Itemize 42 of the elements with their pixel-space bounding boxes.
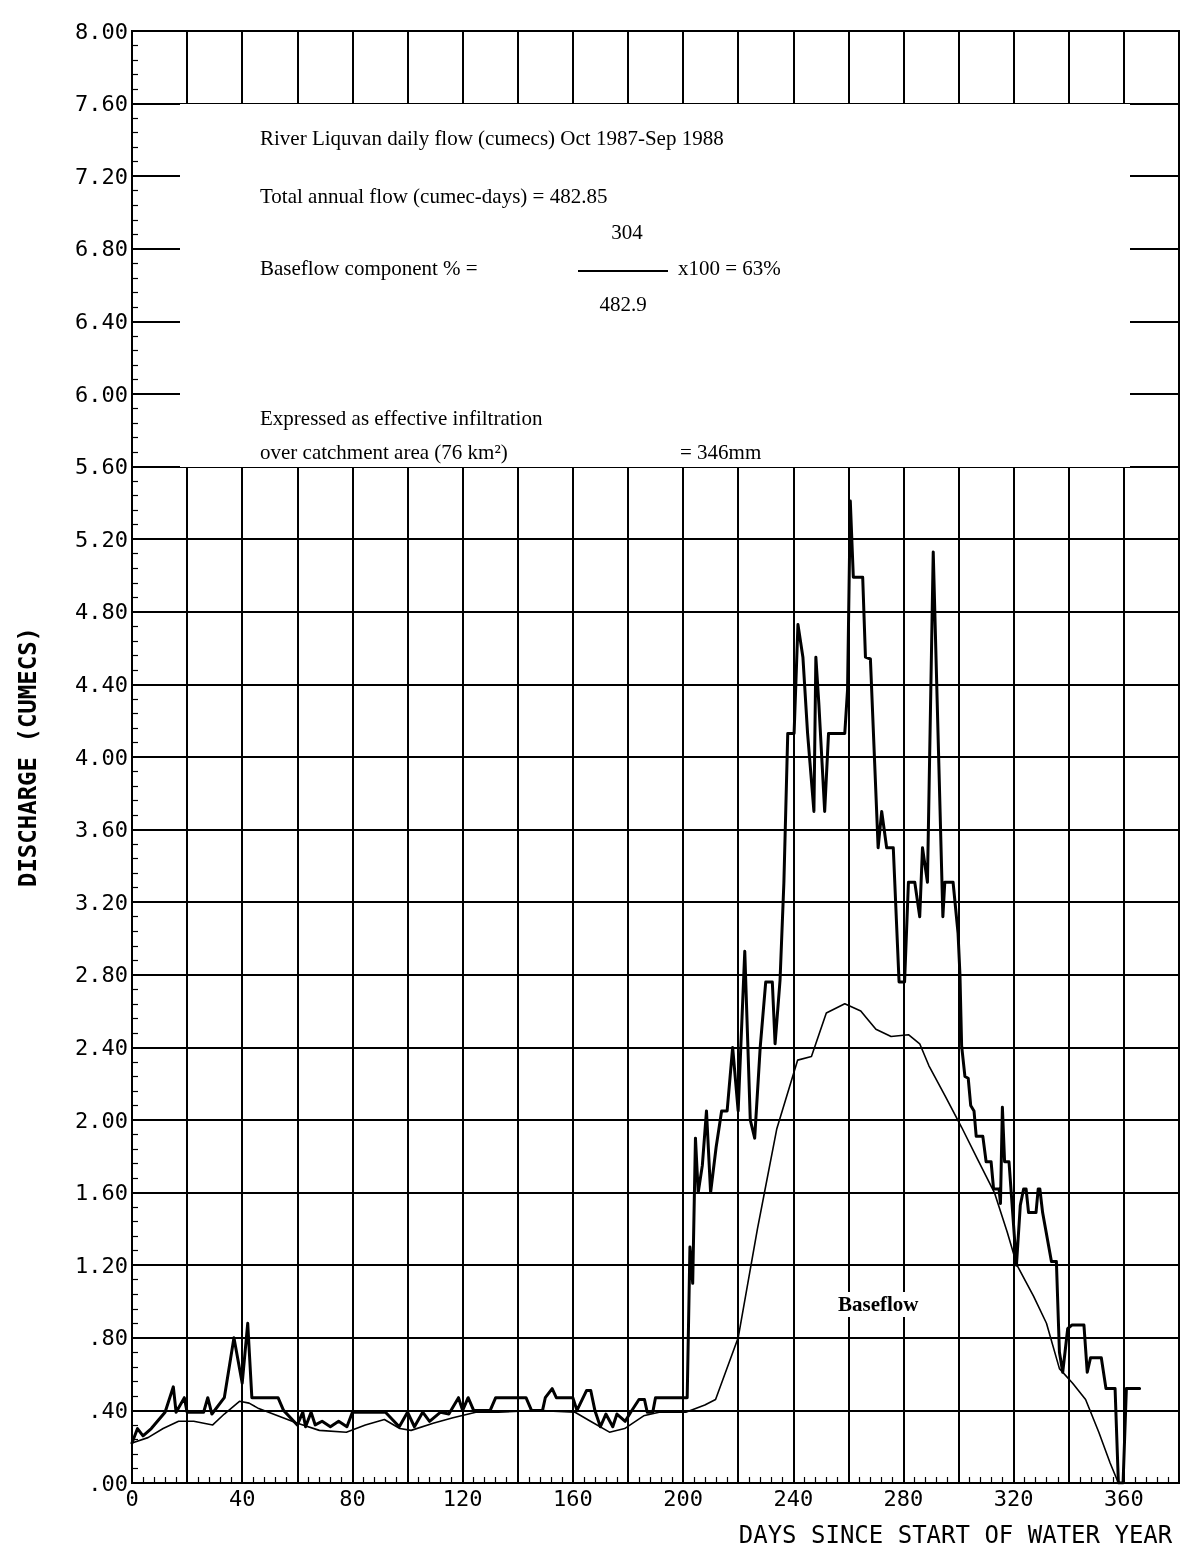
y-tick-label: 2.00 <box>75 1107 128 1133</box>
y-axis-title: DISCHARGE (CUMECS) <box>14 626 42 888</box>
y-tick-label: 1.60 <box>75 1180 128 1206</box>
x-tick-label: 40 <box>228 1485 256 1511</box>
y-tick-label: 7.20 <box>75 163 128 189</box>
annotation: = 346mm <box>680 440 762 465</box>
x-tick-label: 160 <box>552 1485 593 1511</box>
annotation: Expressed as effective infiltration <box>260 406 543 431</box>
annotation: 304 <box>610 220 644 245</box>
text: Baseflow <box>834 1292 923 1317</box>
y-tick-label: 7.60 <box>75 91 128 117</box>
annotation: Total annual flow (cumec-days) = 482.85 <box>260 184 608 209</box>
x-tick-label: 320 <box>993 1485 1034 1511</box>
annotation: over catchment area (76 km²) <box>260 440 508 465</box>
x-tick-label: 240 <box>773 1485 814 1511</box>
annotation: 482.9 <box>598 292 648 317</box>
x-tick-label: 200 <box>663 1485 703 1511</box>
y-tick-label: 8.00 <box>75 18 128 44</box>
annotation: x100 = 63% <box>678 256 781 281</box>
y-tick-label: .00 <box>88 1470 128 1496</box>
y-tick-label: 3.20 <box>75 889 128 915</box>
y-tick-label: .80 <box>88 1325 128 1351</box>
y-tick-label: 6.80 <box>75 236 128 262</box>
y-tick-label: 4.40 <box>75 671 128 697</box>
annotation: River Liquvan daily flow (cumecs) Oct 1987-Sep 1988 <box>260 126 724 151</box>
x-axis-title: DAYS SINCE START OF WATER YEAR <box>738 1521 1173 1549</box>
x-tick-label: 280 <box>883 1485 924 1511</box>
x-tick-label: 120 <box>442 1485 483 1511</box>
x-tick-label: 80 <box>339 1485 366 1511</box>
y-tick-label: 6.40 <box>75 308 128 334</box>
y-tick-label: 3.60 <box>75 817 128 843</box>
x-tick-label: 360 <box>1104 1485 1144 1511</box>
y-tick-label: 6.00 <box>75 381 128 407</box>
annotation: Baseflow component % = <box>260 256 478 281</box>
y-tick-label: 5.60 <box>75 454 128 480</box>
y-tick-label: 1.20 <box>75 1252 128 1278</box>
y-tick-label: 2.40 <box>75 1034 128 1060</box>
y-tick-label: 4.80 <box>75 599 128 625</box>
y-tick-label: 4.00 <box>75 744 128 770</box>
y-tick-label: 5.20 <box>75 526 128 552</box>
y-tick-label: .40 <box>88 1397 128 1423</box>
y-tick-label: 2.80 <box>75 962 128 988</box>
